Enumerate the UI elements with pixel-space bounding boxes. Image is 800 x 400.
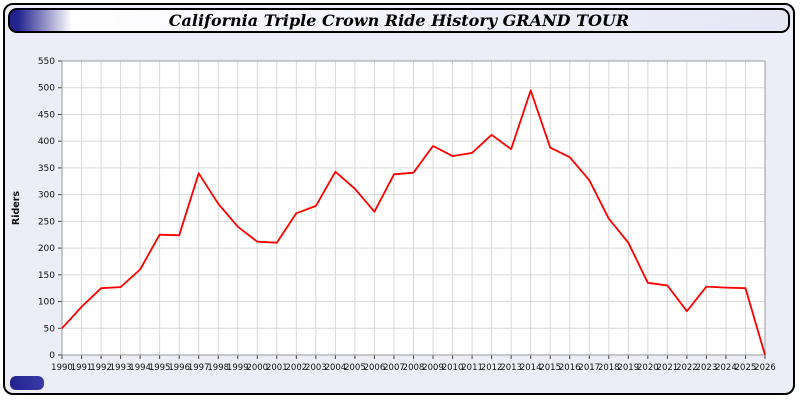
svg-text:150: 150	[38, 271, 55, 281]
svg-text:450: 450	[38, 110, 55, 120]
svg-text:1992: 1992	[90, 363, 112, 373]
svg-text:1991: 1991	[71, 363, 93, 373]
svg-text:2015: 2015	[539, 363, 561, 373]
svg-text:350: 350	[38, 164, 55, 174]
svg-text:300: 300	[38, 191, 55, 201]
svg-text:2018: 2018	[598, 363, 620, 373]
svg-text:100: 100	[38, 298, 55, 308]
chart-title: California Triple Crown Ride History GRA…	[168, 11, 630, 30]
svg-text:2026: 2026	[754, 363, 776, 373]
svg-text:1995: 1995	[149, 363, 171, 373]
svg-text:0: 0	[49, 351, 55, 361]
svg-text:2024: 2024	[715, 363, 737, 373]
svg-text:2002: 2002	[286, 363, 308, 373]
svg-text:1990: 1990	[51, 363, 73, 373]
chart-title-bar: California Triple Crown Ride History GRA…	[8, 8, 790, 33]
svg-text:2011: 2011	[461, 363, 483, 373]
svg-text:1998: 1998	[207, 363, 229, 373]
svg-text:1993: 1993	[110, 363, 132, 373]
svg-text:2019: 2019	[617, 363, 639, 373]
svg-text:1997: 1997	[188, 363, 210, 373]
svg-text:2006: 2006	[364, 363, 386, 373]
svg-text:2016: 2016	[559, 363, 581, 373]
chart-area: 0 50 100 150 200 250 300 350 400 450 500 550 1990 199…	[5, 37, 793, 389]
chart-page: California Triple Crown Ride History GRA…	[3, 3, 795, 395]
svg-text:550: 550	[38, 57, 55, 67]
svg-text:500: 500	[38, 84, 55, 94]
svg-text:2009: 2009	[422, 363, 444, 373]
svg-text:1999: 1999	[227, 363, 249, 373]
svg-text:2010: 2010	[442, 363, 464, 373]
svg-text:2013: 2013	[500, 363, 522, 373]
svg-text:2007: 2007	[383, 363, 405, 373]
corner-decoration	[10, 376, 44, 390]
y-axis-label: Riders	[11, 191, 22, 226]
svg-text:2020: 2020	[637, 363, 659, 373]
svg-text:2022: 2022	[676, 363, 698, 373]
svg-text:2012: 2012	[481, 363, 503, 373]
svg-text:2023: 2023	[696, 363, 718, 373]
chart-svg: 0501001502002503003504004505005501990199…	[11, 57, 776, 373]
svg-text:2005: 2005	[344, 363, 366, 373]
svg-text:2003: 2003	[305, 363, 327, 373]
svg-text:2004: 2004	[325, 363, 347, 373]
svg-text:2008: 2008	[403, 363, 425, 373]
svg-text:1994: 1994	[129, 363, 151, 373]
svg-text:1996: 1996	[168, 363, 190, 373]
svg-text:2017: 2017	[578, 363, 600, 373]
svg-text:400: 400	[38, 137, 55, 147]
svg-text:50: 50	[44, 324, 56, 334]
svg-text:2025: 2025	[735, 363, 757, 373]
svg-text:2014: 2014	[520, 363, 542, 373]
svg-text:2021: 2021	[657, 363, 679, 373]
svg-text:2000: 2000	[246, 363, 268, 373]
svg-text:200: 200	[38, 244, 55, 254]
svg-text:2001: 2001	[266, 363, 288, 373]
svg-text:250: 250	[38, 217, 55, 227]
